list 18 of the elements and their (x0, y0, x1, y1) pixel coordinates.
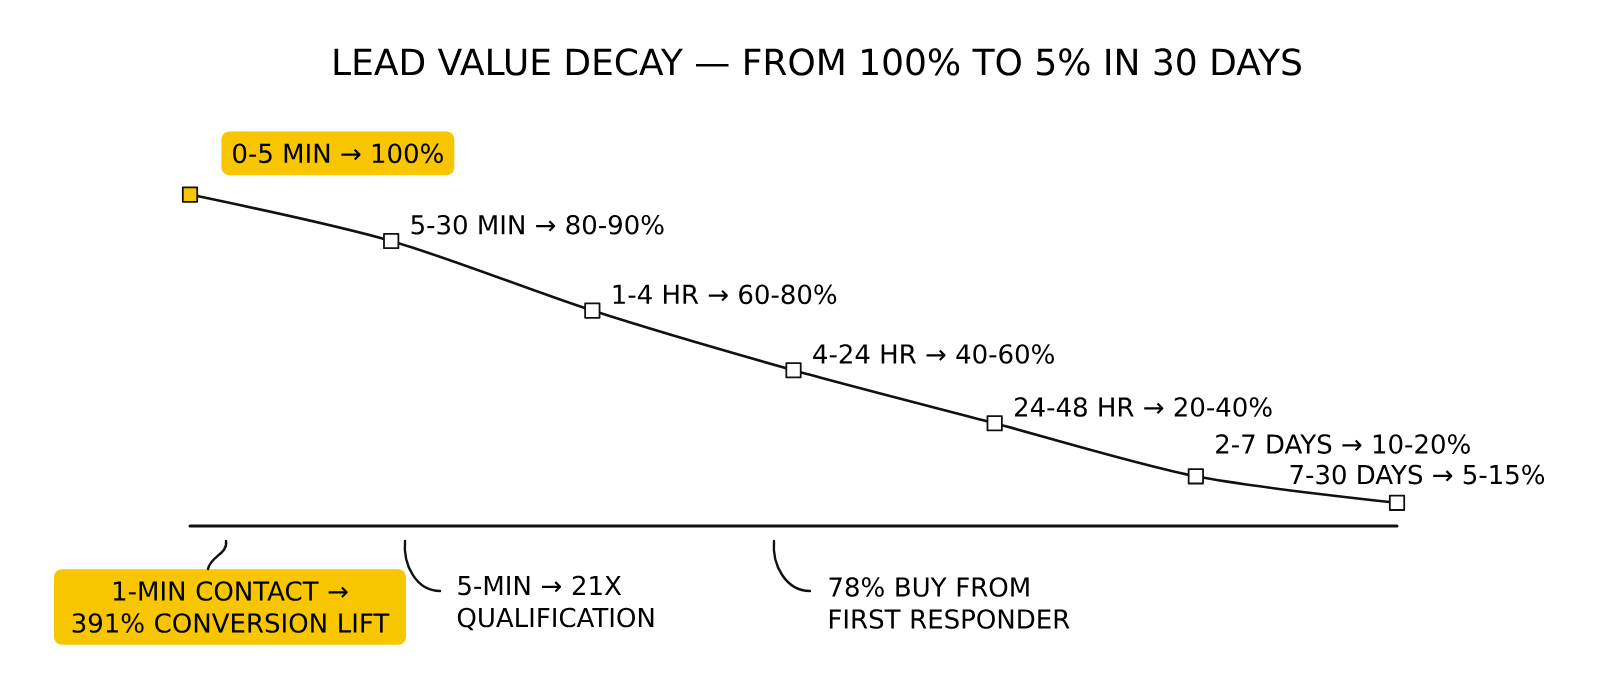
annotation: 2-7 DAYS → 10-20% (1216, 434, 1470, 454)
point (785, 362, 802, 379)
annotation: 5-30 MIN → 80-90% (411, 214, 664, 235)
text: 5-MIN → 21X QUALIFICATION (457, 575, 654, 631)
annotation: 4-24 HR → 40-60% (813, 344, 1054, 364)
text: 1-MIN CONTACT → 391% CONVERSION LIFT (72, 581, 390, 633)
point (181, 186, 199, 203)
point (1388, 494, 1406, 511)
point (383, 232, 400, 250)
annotation: 1-4 HR → 60-80% (613, 284, 837, 305)
point (986, 415, 1003, 432)
chart-title: LEAD VALUE DECAY — FROM 100% TO 5% IN 30 DAYS (334, 48, 1301, 76)
text: 0-5 MIN → 100% (233, 143, 443, 164)
point (584, 302, 601, 319)
annotation: 24-48 HR → 20-40% (1014, 397, 1272, 417)
text: 78% BUY FROM FIRST RESPONDER (829, 577, 1070, 629)
annotation: 7-30 DAYS → 5-15% (1290, 464, 1545, 485)
point (1187, 468, 1204, 485)
